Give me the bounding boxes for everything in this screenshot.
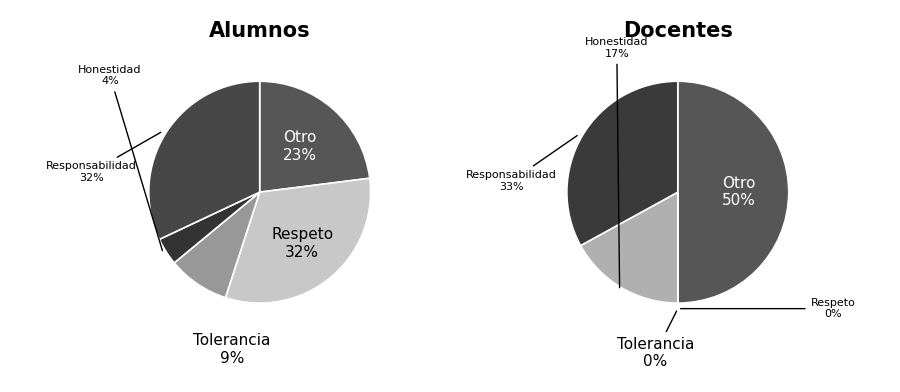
- Wedge shape: [678, 81, 788, 303]
- Wedge shape: [175, 192, 260, 298]
- Text: Tolerancia
9%: Tolerancia 9%: [194, 334, 271, 366]
- Text: Responsabilidad
32%: Responsabilidad 32%: [46, 132, 161, 183]
- Wedge shape: [225, 178, 371, 303]
- Text: Respeto
0%: Respeto 0%: [680, 298, 856, 319]
- Text: Tolerancia
0%: Tolerancia 0%: [616, 311, 694, 369]
- Text: Otro
23%: Otro 23%: [283, 130, 317, 163]
- Title: Alumnos: Alumnos: [209, 21, 310, 41]
- Wedge shape: [159, 192, 260, 263]
- Wedge shape: [567, 81, 678, 246]
- Text: Otro
50%: Otro 50%: [722, 176, 756, 209]
- Wedge shape: [580, 192, 678, 303]
- Text: Honestidad
17%: Honestidad 17%: [585, 37, 649, 288]
- Text: Respeto
32%: Respeto 32%: [271, 227, 333, 260]
- Wedge shape: [260, 81, 370, 192]
- Title: Docentes: Docentes: [623, 21, 733, 41]
- Text: Honestidad
4%: Honestidad 4%: [78, 65, 162, 251]
- Text: Responsabilidad
33%: Responsabilidad 33%: [466, 136, 577, 192]
- Wedge shape: [148, 81, 260, 240]
